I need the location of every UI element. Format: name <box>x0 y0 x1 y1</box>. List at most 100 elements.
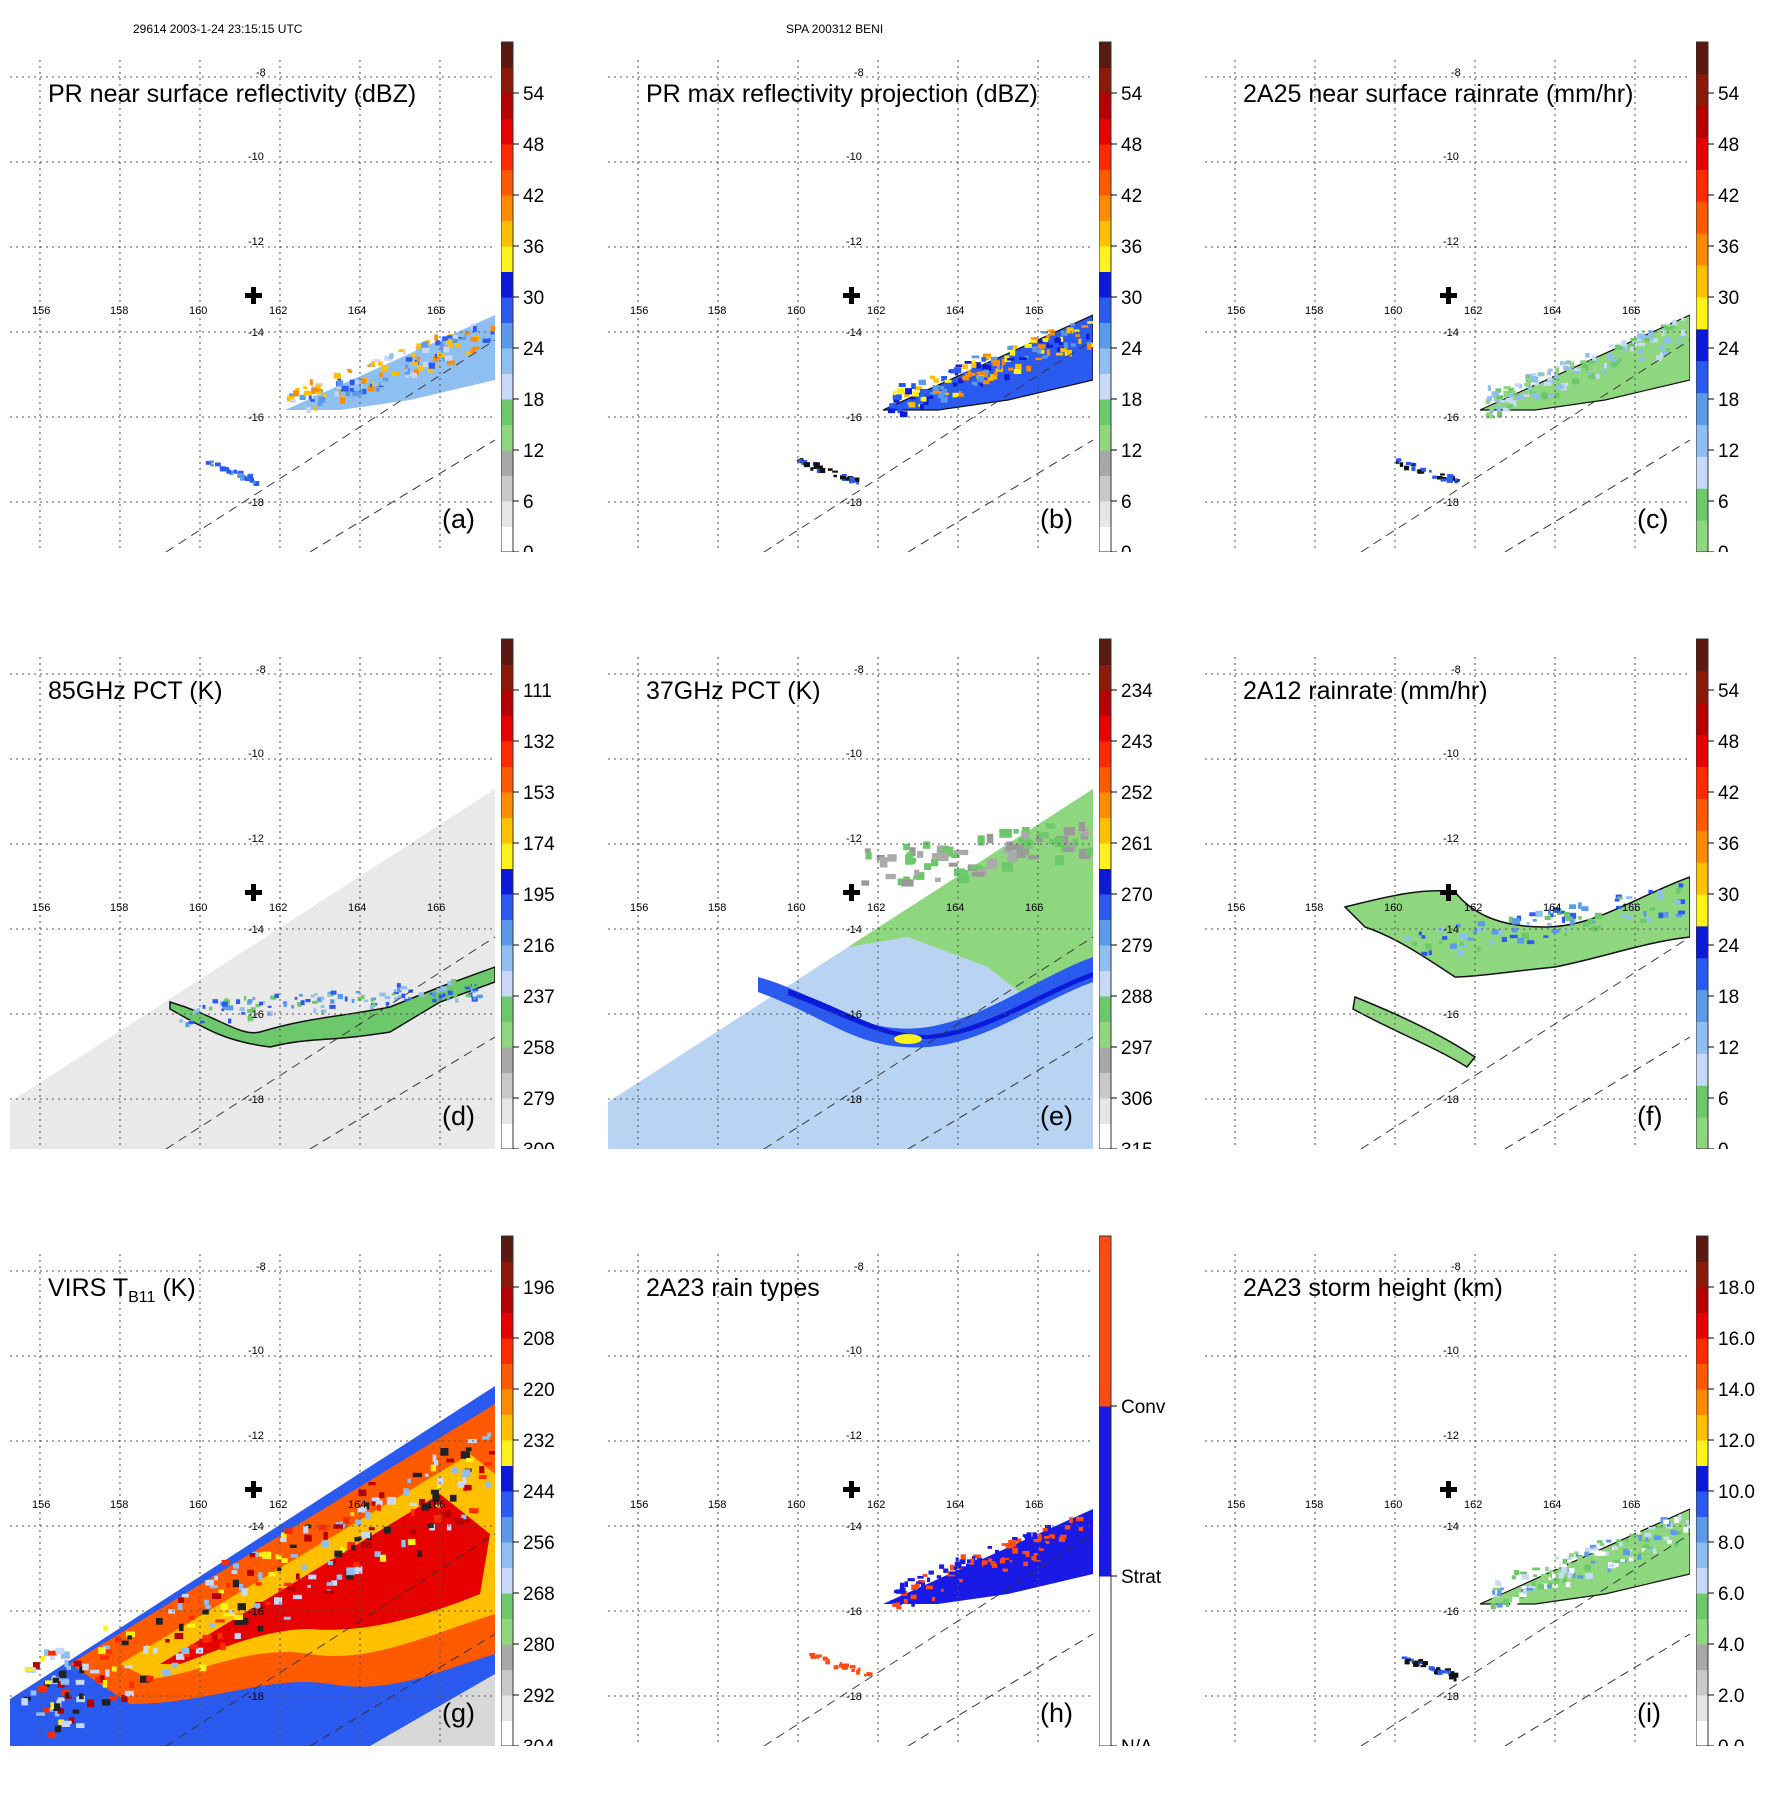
colorbar-segment <box>501 1593 513 1619</box>
colorbar-segment <box>501 271 513 298</box>
swath-edge-line <box>165 339 495 552</box>
lat-label: -16 <box>248 1606 264 1618</box>
lon-label: 166 <box>1025 902 1043 914</box>
colorbar-segment <box>1099 690 1111 716</box>
colorbar-segment <box>1696 1516 1708 1543</box>
colorbar-segment <box>1099 1236 1111 1407</box>
colorbar: 315 306 297 288 279 270 261 252 243 234 <box>1099 638 1153 1149</box>
colorbar-segment <box>1696 42 1708 75</box>
lat-label: -16 <box>248 1009 264 1021</box>
colorbar-segment <box>501 715 513 742</box>
colorbar-tick-label: 6 <box>1121 492 1132 513</box>
precip-echo <box>179 979 483 1028</box>
lat-label: -12 <box>1443 833 1459 845</box>
lat-label: -14 <box>846 327 862 339</box>
colorbar-segment <box>1099 1123 1111 1149</box>
colorbar-segment <box>1696 1720 1708 1746</box>
lon-label: 160 <box>787 902 805 914</box>
colorbar-segment <box>501 1516 513 1543</box>
lon-label: 166 <box>1622 305 1640 317</box>
lon-label: 156 <box>32 902 50 914</box>
colorbar-segment <box>1099 220 1111 247</box>
colorbar-segment <box>501 1236 513 1262</box>
lat-label: -8 <box>256 67 266 79</box>
lon-label: 158 <box>708 902 726 914</box>
precip-echo <box>1482 1514 1690 1610</box>
colorbar-tick-label: 14.0 <box>1718 1380 1755 1401</box>
colorbar-segment <box>501 67 513 94</box>
lon-label: 162 <box>867 305 885 317</box>
storm-center-cross-icon <box>1440 1481 1457 1498</box>
colorbar-segment <box>1099 741 1111 767</box>
lat-label: -18 <box>1443 1094 1459 1106</box>
colorbar-tick-label: 18 <box>1718 987 1739 1008</box>
colorbar-tick-label: 30 <box>1121 288 1142 309</box>
lat-label: -10 <box>1443 748 1459 760</box>
colorbar-tick-label: Conv <box>1121 1397 1166 1418</box>
colorbar-segment <box>501 1567 513 1594</box>
lon-label: 160 <box>787 1499 805 1511</box>
lon-label: 166 <box>427 305 445 317</box>
colorbar-segment <box>1099 843 1111 869</box>
colorbar-segment <box>1696 1085 1708 1118</box>
colorbar-tick-label: 196 <box>523 1278 555 1299</box>
colorbar: 0 6 12 18 24 30 36 42 48 54 <box>1696 638 1740 1149</box>
swath-edge-line <box>907 439 1093 552</box>
panel-c: 156 158 160 162 164 166 -8 -10 -12 -14 -16 -18 2A25 … <box>1205 40 1740 600</box>
colorbar-tick-label: 297 <box>1121 1038 1153 1059</box>
colorbar-segment <box>501 843 513 869</box>
colorbar-tick-label: 315 <box>1121 1140 1153 1149</box>
lat-label: -14 <box>846 924 862 936</box>
lat-label: -16 <box>248 412 264 424</box>
colorbar-segment <box>1696 894 1708 927</box>
storm-center-cross-icon <box>1440 884 1457 901</box>
swath-edge-line <box>907 1633 1093 1746</box>
colorbar-tick-label: 256 <box>523 1533 555 1554</box>
colorbar-tick-label: 30 <box>1718 885 1739 906</box>
colorbar-segment <box>1696 670 1708 704</box>
lon-label: 156 <box>1227 305 1245 317</box>
panel-b: 156 158 160 162 164 166 -8 -10 -12 -14 -16 -18 PR ma… <box>608 40 1143 600</box>
colorbar-segment <box>1099 639 1111 665</box>
colorbar-segment <box>501 1312 513 1339</box>
lon-label: 160 <box>1384 1499 1402 1511</box>
colorbar-segment <box>1696 456 1708 489</box>
panel-title: VIRS TB11 (K) <box>48 1274 196 1306</box>
colorbar-tick-label: 12 <box>523 441 544 462</box>
lon-label: 166 <box>1622 902 1640 914</box>
colorbar-tick-label: 36 <box>1121 237 1142 258</box>
panel-letter: (a) <box>442 504 475 534</box>
colorbar-segment <box>1099 144 1111 170</box>
colorbar-segment <box>1099 424 1111 451</box>
colorbar-tick-label: 243 <box>1121 732 1153 753</box>
lon-label: 164 <box>348 1499 366 1511</box>
colorbar-segment <box>1696 1021 1708 1054</box>
precip-echo <box>1395 458 1460 484</box>
map-plot-b: 156 158 160 162 164 166 -8 -10 -12 -14 -16 -18 <box>608 60 1093 552</box>
colorbar-tick-label: 12 <box>1718 441 1739 462</box>
colorbar-segment <box>1099 169 1111 196</box>
lat-label: -18 <box>248 1094 264 1106</box>
colorbar-segment <box>1696 1440 1708 1466</box>
colorbar-segment <box>1099 1072 1111 1099</box>
colorbar-segment <box>1099 93 1111 119</box>
colorbar-segment <box>1099 970 1111 997</box>
colorbar-segment <box>1696 734 1708 768</box>
lat-lon-grid: 156 158 160 162 164 166 -8 -10 -12 -14 -16 -18 <box>1205 657 1690 1149</box>
lat-label: -14 <box>1443 327 1459 339</box>
colorbar-segment <box>1696 1363 1708 1390</box>
lat-label: -14 <box>248 327 264 339</box>
colorbar-tick-label: 42 <box>1718 186 1739 207</box>
cold-core <box>894 1034 922 1044</box>
lon-label: 166 <box>427 1499 445 1511</box>
colorbar-tick-label: 48 <box>1718 732 1739 753</box>
lon-label: 156 <box>32 305 50 317</box>
colorbar-segment <box>1099 501 1111 527</box>
panel-e: 156 158 160 162 164 166 -8 -10 -12 -14 -16 -18 37GHz… <box>608 637 1153 1197</box>
storm-center-cross-icon <box>843 884 860 901</box>
lat-lon-grid: 156 158 160 162 164 166 -8 -10 -12 -14 -16 -18 <box>1205 60 1690 552</box>
panel-title: 2A23 storm height (km) <box>1243 1274 1503 1302</box>
lat-lon-grid: 156 158 160 162 164 166 -8 -10 -12 -14 -16 -18 <box>1205 1254 1690 1746</box>
colorbar-segment <box>501 996 513 1022</box>
colorbar-segment <box>1696 1236 1708 1262</box>
